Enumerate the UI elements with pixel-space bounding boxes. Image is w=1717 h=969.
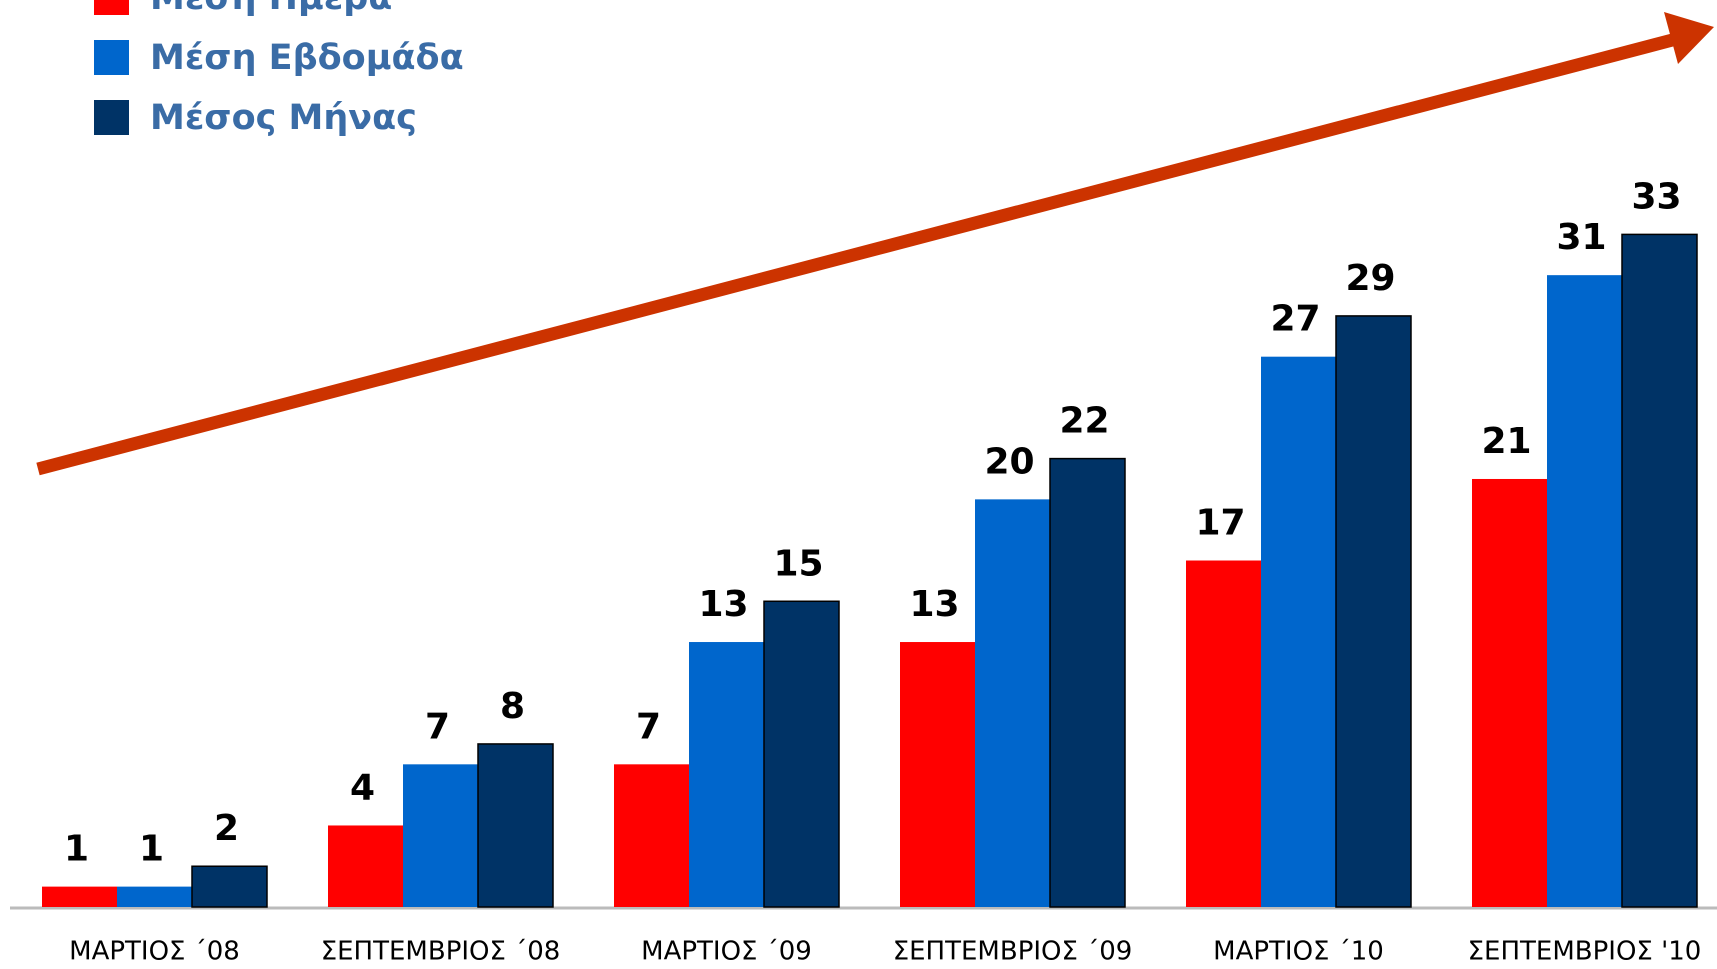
data-label: 4 <box>350 767 375 808</box>
data-label: 21 <box>1481 421 1531 462</box>
x-tick-label: ΣΕΠΤΕΜΒΡΙΟΣ ΄08 <box>321 937 561 967</box>
bar <box>42 886 117 907</box>
legend-swatch <box>94 100 129 135</box>
data-label: 31 <box>1556 217 1606 258</box>
x-tick-label: ΜΑΡΤΙΟΣ ΄08 <box>69 937 240 967</box>
x-tick-label: ΣΕΠΤΕΜΒΡΙΟΣ '10 <box>1468 937 1702 967</box>
data-label: 27 <box>1270 299 1320 340</box>
legend-label: Μέση Εβδομάδα <box>150 38 464 78</box>
data-label: 8 <box>500 686 525 727</box>
bar <box>763 600 840 908</box>
bar <box>1547 275 1622 907</box>
data-label: 13 <box>909 584 959 625</box>
data-label: 29 <box>1345 258 1395 299</box>
bar <box>1261 356 1336 907</box>
data-label: 17 <box>1195 503 1245 544</box>
data-label: 7 <box>425 706 450 747</box>
bar <box>975 499 1050 907</box>
bar <box>191 865 268 908</box>
data-label: 1 <box>139 829 164 870</box>
data-label: 33 <box>1631 176 1681 217</box>
data-label: 1 <box>64 829 89 870</box>
x-tick-label: ΣΕΠΤΕΜΒΡΙΟΣ ΄09 <box>893 937 1133 967</box>
legend-label: Μέσος Μήνας <box>150 98 417 138</box>
bar <box>900 642 975 907</box>
data-label: 20 <box>984 441 1034 482</box>
bar <box>117 886 192 907</box>
bar <box>1621 233 1698 908</box>
trend-arrow <box>36 12 1714 476</box>
data-label: 7 <box>636 706 661 747</box>
x-tick-label: ΜΑΡΤΙΟΣ ΄09 <box>641 937 812 967</box>
bar <box>1186 560 1261 907</box>
bar <box>328 825 403 907</box>
arrow-head <box>1664 12 1714 64</box>
bar <box>1049 457 1126 908</box>
bar <box>403 764 478 907</box>
data-label: 22 <box>1059 401 1109 442</box>
bar <box>1472 478 1547 907</box>
bar <box>1335 315 1412 908</box>
legend-swatch <box>94 0 129 15</box>
legend-swatch <box>94 40 129 75</box>
bar <box>477 743 554 908</box>
bar <box>614 764 689 907</box>
data-label: 15 <box>773 543 823 584</box>
x-tick-label: ΜΑΡΤΙΟΣ ΄10 <box>1213 937 1384 967</box>
bar <box>689 642 764 907</box>
legend-label: Μέση Ημέρα <box>150 0 392 18</box>
data-label: 2 <box>214 808 239 849</box>
arrow-shaft <box>36 31 1682 476</box>
data-label: 13 <box>698 584 748 625</box>
